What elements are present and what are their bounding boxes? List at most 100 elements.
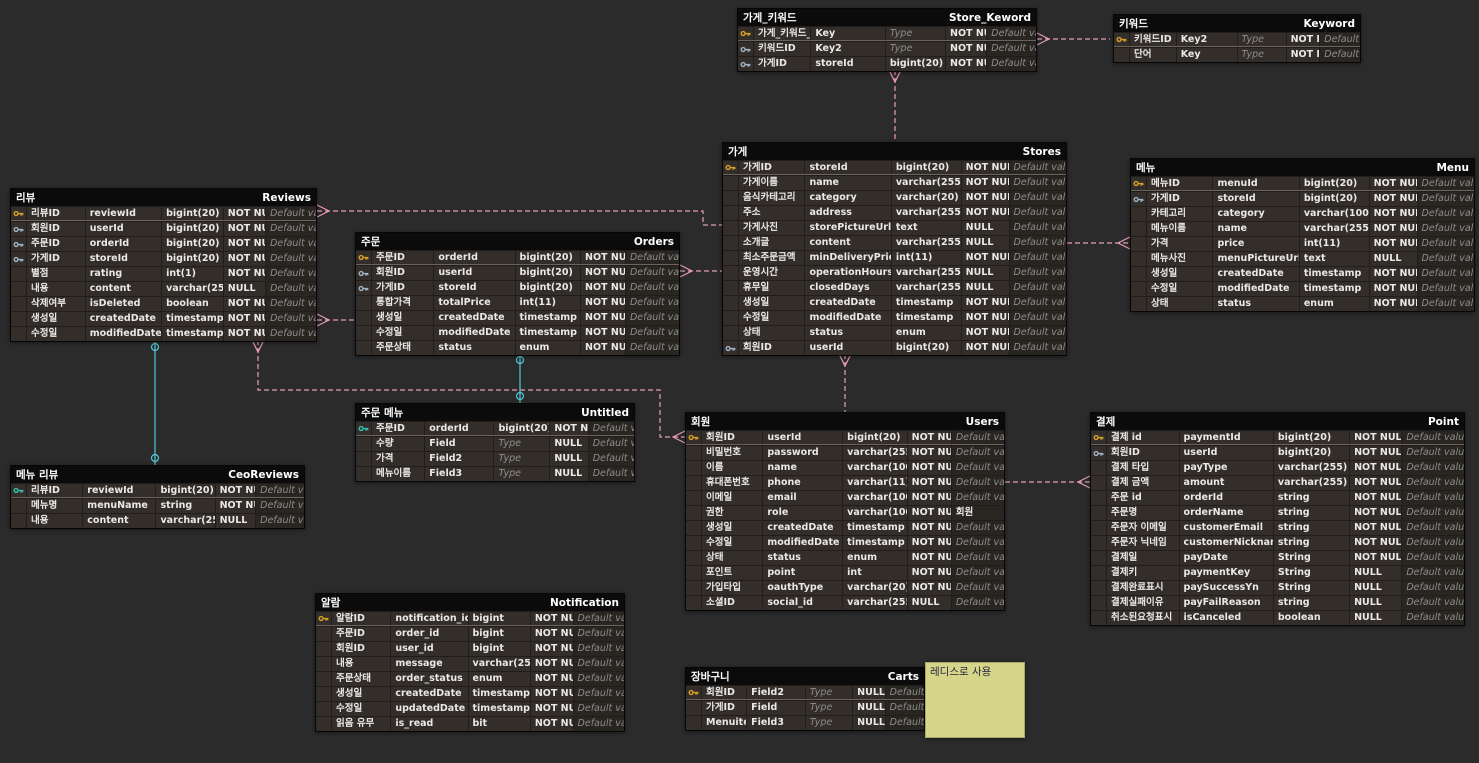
table-notification[interactable]: 알람 Notification 알람ID notification_id bigint N… <box>315 593 625 732</box>
column-row[interactable]: 결제 id paymentId bigint(20) NOT NULL Default … <box>1091 430 1464 445</box>
sticky-note[interactable]: 레디스로 사용 <box>925 662 1025 738</box>
column-row[interactable]: 휴무일 closedDays varchar(255) NULL Default val… <box>723 280 1066 295</box>
column-row[interactable]: 주문명 orderName string NOT NULL Default value <box>1091 505 1464 520</box>
column-row[interactable]: 결제일 payDate String NOT NULL Default value <box>1091 550 1464 565</box>
table-payment[interactable]: 결제 Point 결제 id paymentId bigint(20) NOT NULL D… <box>1090 412 1465 626</box>
relationship-line[interactable] <box>1116 236 1131 250</box>
table-header[interactable]: 키워드 Keyword <box>1114 15 1360 32</box>
column-row[interactable]: 결제실패이유 payFailReason string NULL Default val… <box>1091 595 1464 610</box>
relationship-line[interactable] <box>317 210 722 226</box>
table-header[interactable]: 알람 Notification <box>316 594 624 611</box>
table-header[interactable]: 리뷰 Reviews <box>11 189 316 206</box>
relationship-line[interactable] <box>838 353 852 368</box>
relationship-line[interactable] <box>316 313 331 327</box>
relationship-line[interactable] <box>251 339 265 354</box>
table-header[interactable]: 메뉴 리뷰 CeoReviews <box>11 466 304 483</box>
table-header[interactable]: 결제 Point <box>1091 413 1464 430</box>
column-row[interactable]: 주문자 닉네임customerNicknamestringNOT NULLDef… <box>1091 535 1464 550</box>
table-header[interactable]: 가게_키워드 Store_Keword <box>738 9 1036 26</box>
table-header[interactable]: 장바구니 Carts <box>686 668 924 685</box>
table-header[interactable]: 주문 메뉴 Untitled <box>356 404 634 421</box>
relationship-line[interactable] <box>316 204 331 218</box>
column-row[interactable]: 취소된요청표시 isCanceled boolean NULL Default valu… <box>1091 610 1464 625</box>
column-row[interactable]: 운영시간 operationHours varchar(255) NULL Defaul… <box>723 265 1066 280</box>
table-header[interactable]: 회원 Users <box>686 413 1004 430</box>
column-row[interactable]: MenuitemsField3TypeNULLDefault value <box>686 715 924 730</box>
column-row[interactable]: 주문자 이메일 customerEmail string NOT NULL Defaul… <box>1091 520 1464 535</box>
relationship-line[interactable] <box>888 69 902 84</box>
table-ceo-reviews[interactable]: 메뉴 리뷰 CeoReviews 리뷰ID reviewId bigint(20) NOT… <box>10 465 305 529</box>
column-row[interactable]: 결제 타입 payType varchar(255) NOT NULL Default … <box>1091 460 1464 475</box>
table-header[interactable]: 가게 Stores <box>723 143 1066 160</box>
table-header[interactable]: 메뉴 Menu <box>1131 159 1474 176</box>
relationship-line[interactable] <box>671 430 686 444</box>
column-row[interactable]: 결제키 paymentKey String NULL Default value <box>1091 565 1464 580</box>
relationship-line[interactable] <box>1076 475 1091 489</box>
